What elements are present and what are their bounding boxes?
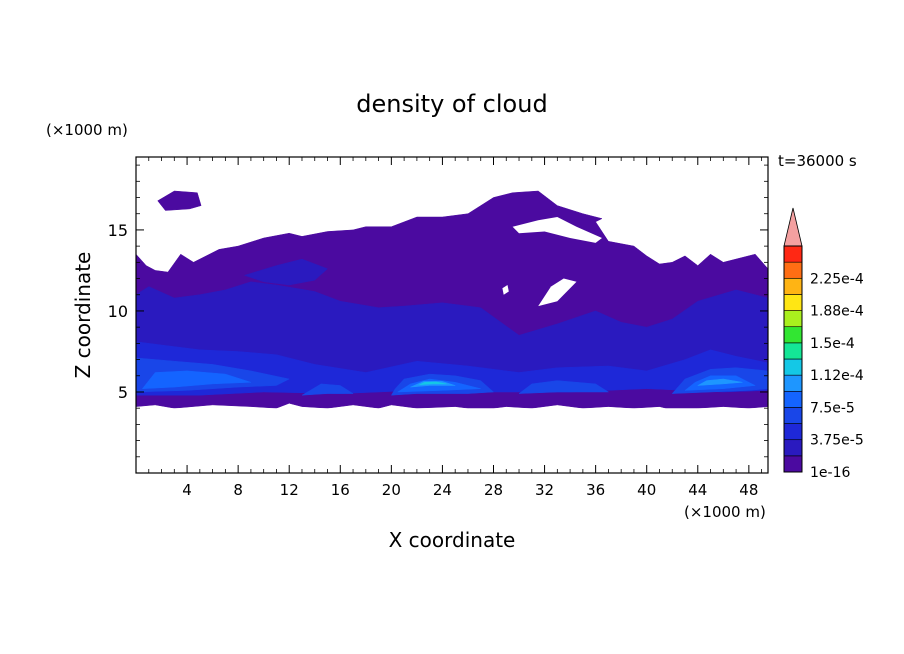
x-tick-label: 4	[182, 481, 192, 499]
colorbar-label: 1.88e-4	[810, 304, 864, 320]
colorbar-label: 1.12e-4	[810, 368, 864, 384]
x-tick-label: 44	[688, 481, 707, 499]
contour-region	[518, 380, 610, 394]
colorbar-label: 7.5e-5	[810, 400, 855, 416]
y-tick-label: 15	[108, 221, 128, 240]
colorbar-swatch	[783, 326, 803, 344]
contour-region	[419, 381, 447, 385]
cloud-free-region	[502, 285, 509, 295]
colorbar-swatch	[783, 439, 803, 457]
x-tick-label: 28	[484, 481, 503, 499]
y-tick-label: 10	[108, 302, 128, 321]
x-tick-label: 12	[280, 481, 299, 499]
plot-frame	[135, 156, 769, 474]
colorbar-swatch	[783, 310, 803, 328]
contour-region	[410, 381, 456, 388]
colorbar-frame	[783, 245, 803, 473]
plot-area	[135, 190, 769, 473]
x-tick-label: 48	[739, 481, 758, 499]
colorbar-label: 1e-16	[810, 465, 850, 481]
y-axis: 5 10 15	[108, 164, 768, 458]
x-tick-label: 16	[331, 481, 350, 499]
colorbar: 1e-16 3.75e-5 7.5e-5 1.12e-4 1.5e-4 1.88e-4 2.…	[783, 207, 864, 481]
y-tick-label: 5	[118, 383, 128, 402]
colorbar-label: 2.25e-4	[810, 271, 864, 287]
x-axis: 4 8 12 16 20 24 28 32 36 40 44 48	[148, 157, 763, 499]
contour-region	[243, 258, 328, 286]
colorbar-swatch	[783, 390, 803, 408]
colorbar-swatch	[783, 455, 803, 473]
colorbar-swatch	[783, 277, 803, 295]
cloud-free-region	[512, 217, 602, 243]
x-tick-label: 24	[433, 481, 452, 499]
colorbar-swatch	[783, 407, 803, 424]
colorbar-swatch	[783, 294, 803, 311]
x-tick-label: 8	[233, 481, 243, 499]
contour-region	[301, 383, 354, 396]
chart-title: density of cloud	[356, 90, 547, 118]
contour-region	[141, 370, 251, 389]
colorbar-swatch	[783, 342, 803, 360]
x-unit-label: (×1000 m)	[684, 503, 766, 521]
x-tick-label: 32	[535, 481, 554, 499]
x-tick-label: 20	[382, 481, 401, 499]
y-axis-label: Z coordinate	[71, 252, 95, 379]
colorbar-label: 3.75e-5	[810, 433, 864, 449]
colorbar-swatch	[783, 261, 803, 279]
colorbar-label: 1.5e-4	[810, 336, 855, 352]
colorbar-swatch	[783, 374, 803, 392]
colorbar-swatch	[783, 423, 803, 441]
colorbar-swatch	[783, 245, 803, 263]
x-axis-label: X coordinate	[389, 528, 516, 552]
cloud-free-region	[136, 408, 768, 473]
colorbar-swatch	[783, 358, 803, 376]
y-unit-label: (×1000 m)	[46, 121, 128, 139]
contour-region	[697, 378, 743, 386]
colorbar-extend-arrow	[783, 207, 803, 247]
contour-region	[157, 190, 202, 211]
time-label: t=36000 s	[778, 152, 857, 170]
x-tick-label: 36	[586, 481, 605, 499]
cloud-free-region	[538, 278, 577, 307]
x-tick-label: 40	[637, 481, 656, 499]
